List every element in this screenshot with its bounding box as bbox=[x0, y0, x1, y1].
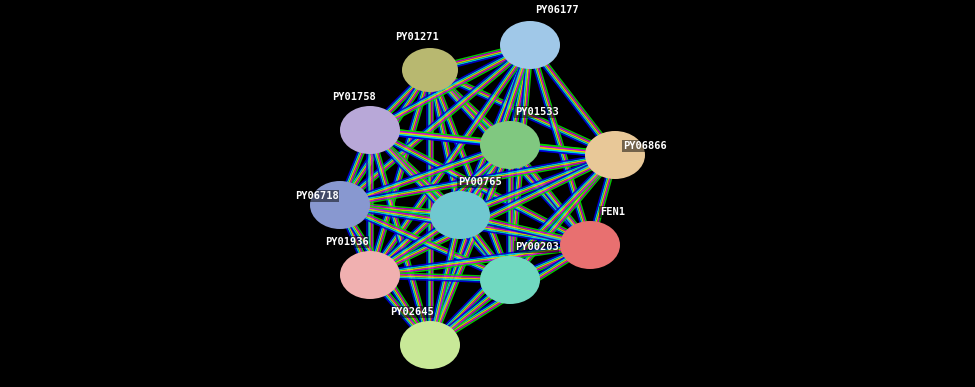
Text: PY01271: PY01271 bbox=[395, 32, 439, 42]
Ellipse shape bbox=[340, 106, 400, 154]
Text: PY01533: PY01533 bbox=[515, 107, 559, 117]
Ellipse shape bbox=[340, 251, 400, 299]
Ellipse shape bbox=[500, 21, 560, 69]
Text: PY06866: PY06866 bbox=[623, 141, 667, 151]
Ellipse shape bbox=[400, 321, 460, 369]
Text: PY01936: PY01936 bbox=[325, 237, 369, 247]
Ellipse shape bbox=[310, 181, 370, 229]
Ellipse shape bbox=[480, 121, 540, 169]
Ellipse shape bbox=[480, 256, 540, 304]
Text: PY00765: PY00765 bbox=[458, 177, 502, 187]
Text: PY06718: PY06718 bbox=[295, 191, 338, 201]
Text: PY02645: PY02645 bbox=[390, 307, 434, 317]
Text: PY06177: PY06177 bbox=[535, 5, 579, 15]
Ellipse shape bbox=[430, 191, 490, 239]
Text: FEN1: FEN1 bbox=[600, 207, 625, 217]
Ellipse shape bbox=[560, 221, 620, 269]
Ellipse shape bbox=[585, 131, 645, 179]
Text: PY01758: PY01758 bbox=[332, 92, 375, 102]
Ellipse shape bbox=[402, 48, 458, 92]
Text: PY00203: PY00203 bbox=[515, 242, 559, 252]
